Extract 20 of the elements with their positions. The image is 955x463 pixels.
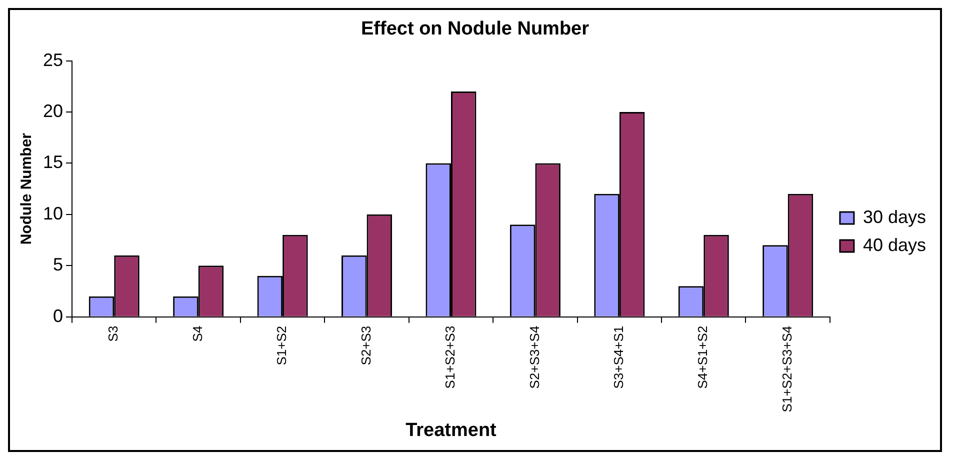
- y-tick-label: 5: [53, 254, 64, 275]
- x-tick-label: S2+S3+S4: [526, 326, 542, 389]
- legend-label: 40 days: [862, 234, 926, 255]
- x-tick-label: S1+S2: [274, 326, 290, 366]
- x-tick-label: S4: [190, 326, 205, 342]
- y-tick-label: 0: [53, 306, 64, 326]
- x-axis-title: Treatment: [406, 420, 498, 441]
- x-tick-label: S4+S1+S2: [695, 326, 710, 389]
- x-tick-label: S3+S4+S1: [610, 326, 626, 389]
- y-axis-title: Nodule Number: [18, 132, 36, 245]
- x-tick-label: S2+S3: [358, 326, 374, 366]
- x-tick-label: S1+S2+S3+S4: [779, 326, 794, 412]
- x-tick-label: S3: [106, 326, 121, 342]
- legend-label: 30 days: [862, 206, 926, 227]
- y-tick-label: 15: [42, 152, 64, 172]
- x-tick-label: S1+S2+S3: [442, 326, 458, 389]
- chart-title: Effect on Nodule Number: [360, 18, 590, 40]
- y-tick-label: 10: [42, 203, 64, 224]
- y-tick-label: 20: [42, 100, 64, 121]
- y-tick-label: 25: [42, 50, 64, 70]
